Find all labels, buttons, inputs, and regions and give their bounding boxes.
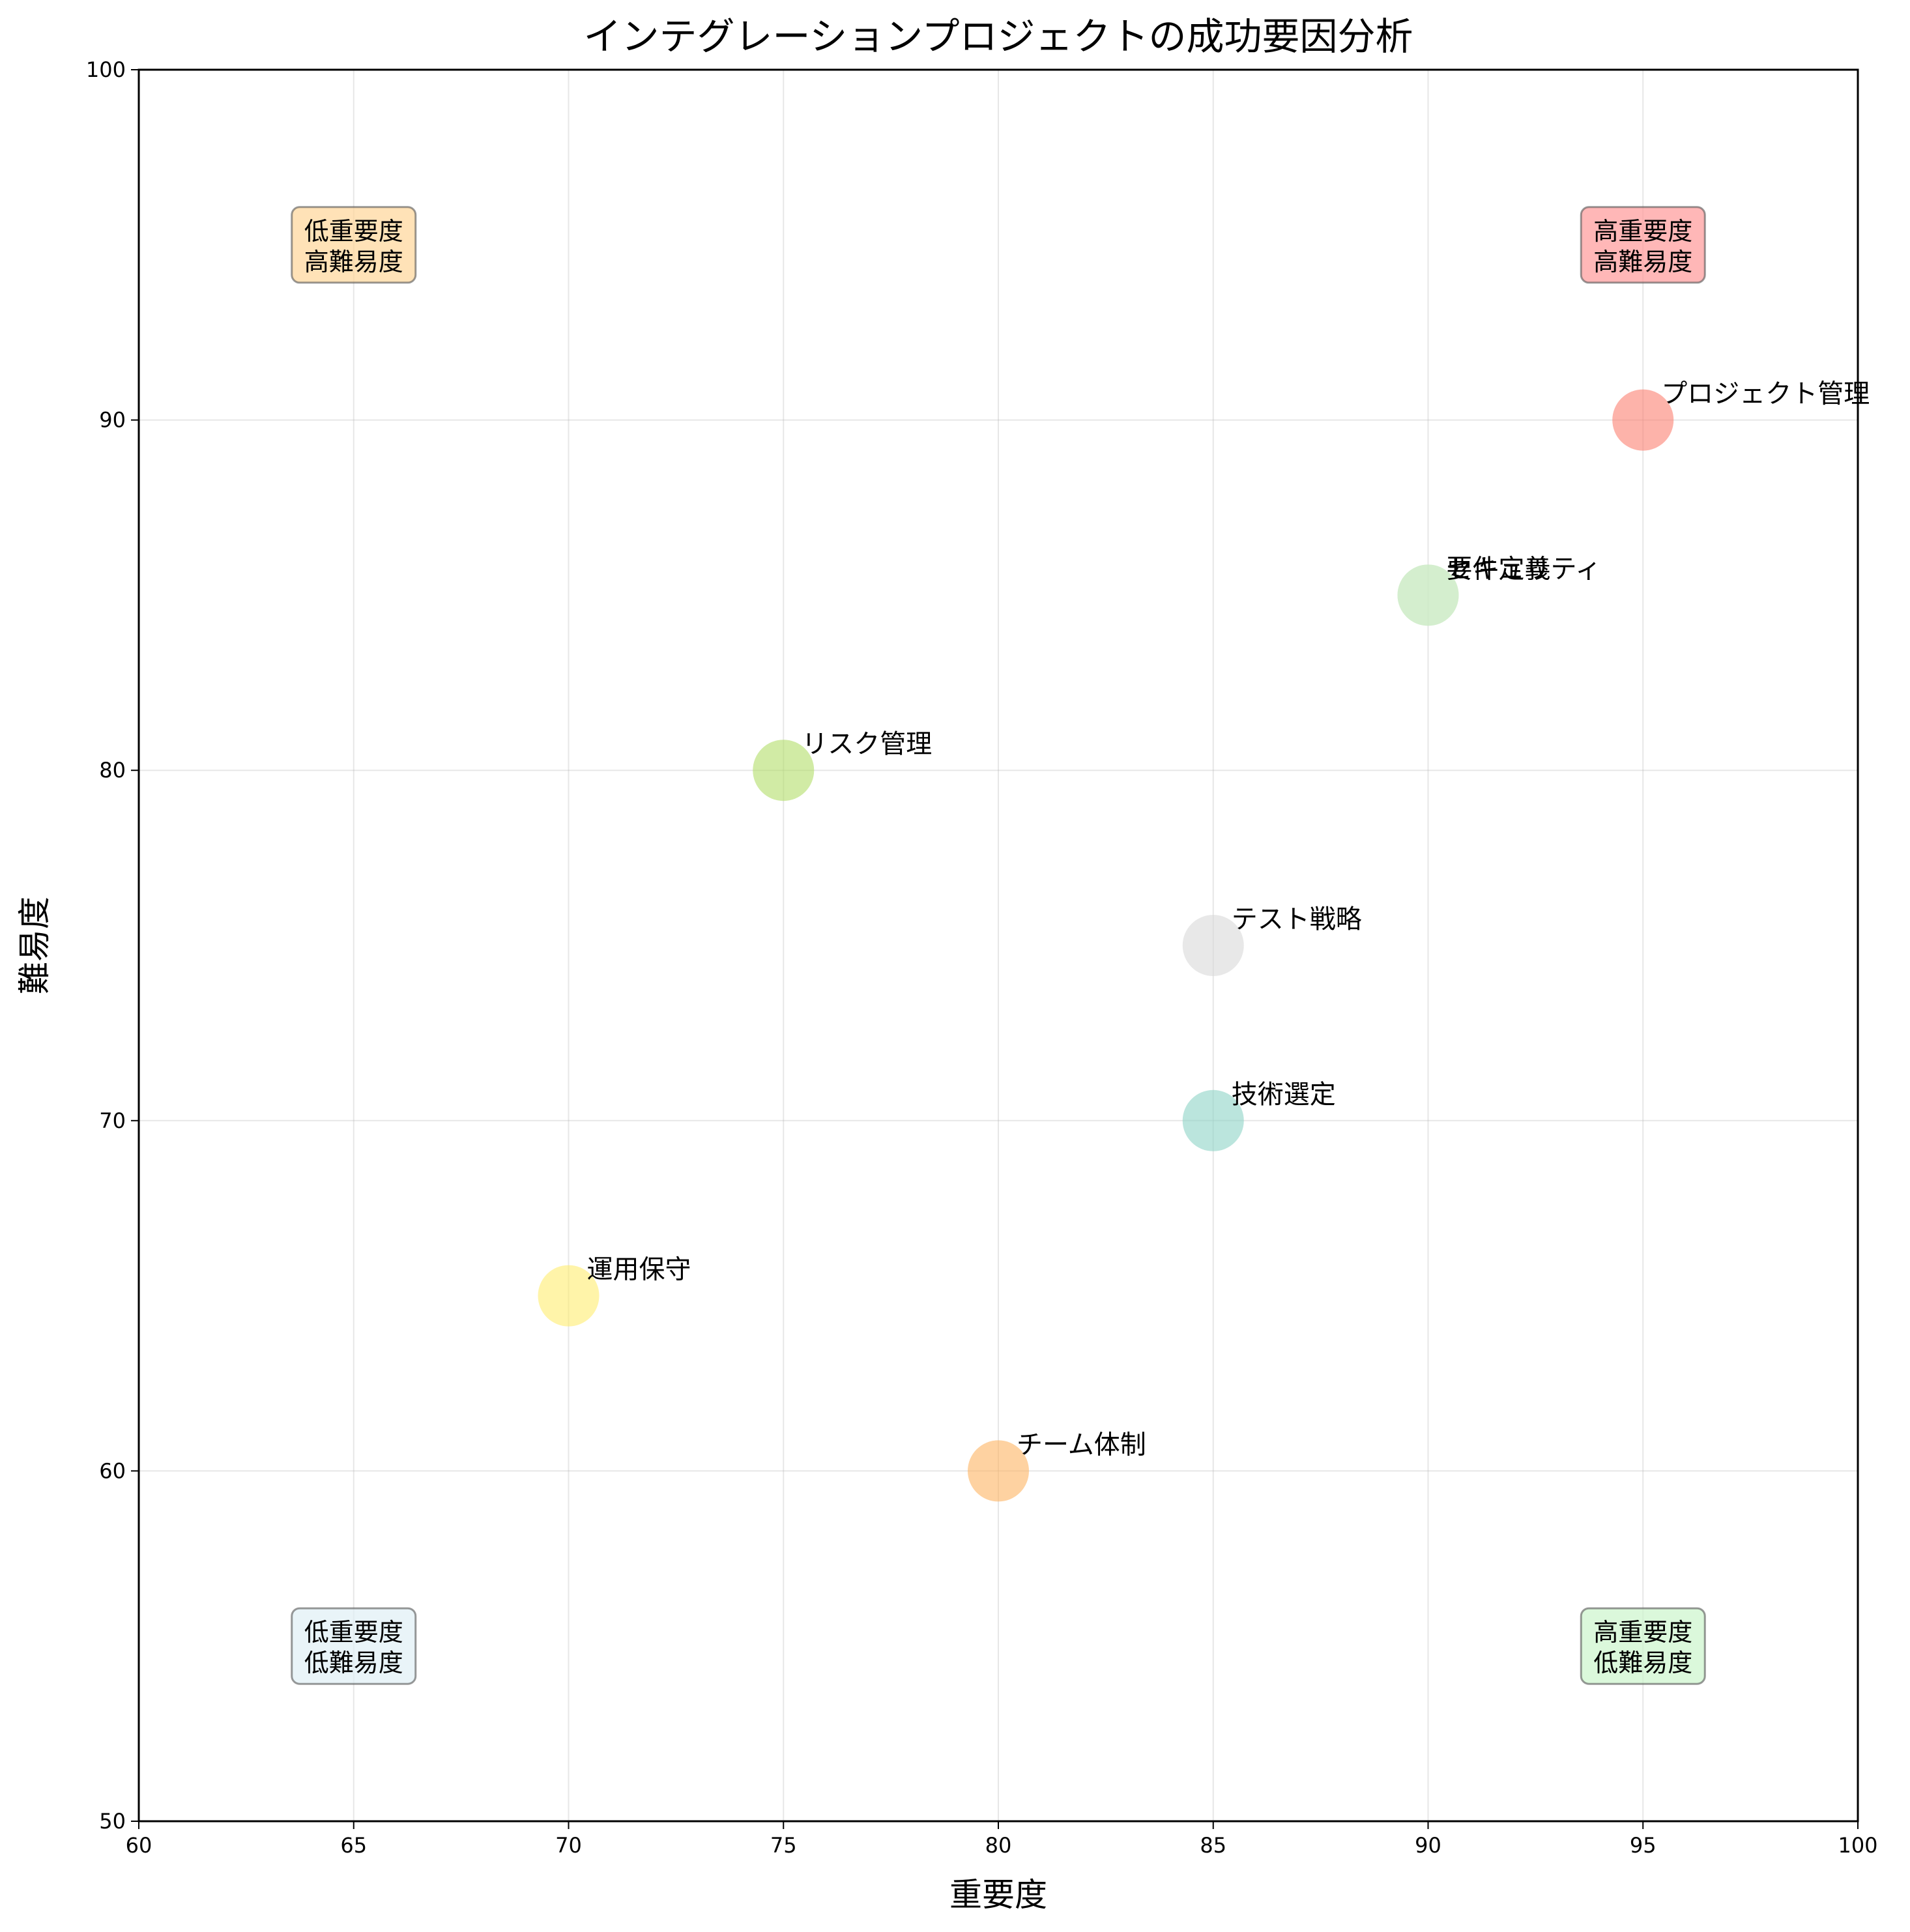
chart-title: インテグレーションプロジェクトの成功要因分析 (583, 14, 1413, 59)
x-tick-label: 100 (1838, 1833, 1877, 1858)
quadrant-label-box (291, 1607, 417, 1685)
x-tick-label: 85 (1200, 1833, 1226, 1858)
quadrant-label-line: 高難易度 (1593, 248, 1692, 276)
x-axis-title: 重要度 (949, 1876, 1047, 1914)
x-tick-label: 80 (985, 1833, 1012, 1858)
quadrant-label-line: 高重要度 (1593, 217, 1692, 246)
y-tick-label: 90 (99, 408, 126, 433)
y-tick-label: 80 (99, 758, 126, 783)
quadrant-label-box (1580, 1607, 1706, 1685)
quadrant-label-text: 低重要度低難易度 (304, 1618, 403, 1677)
y-tick-label: 70 (99, 1108, 126, 1133)
y-tick-label: 100 (86, 57, 126, 82)
data-point (1182, 915, 1244, 976)
data-point-label: リスク管理 (802, 729, 932, 759)
data-point (1612, 389, 1674, 451)
data-point-label: 要件定義 (1447, 554, 1551, 584)
data-point-label: 技術選定 (1232, 1080, 1336, 1110)
y-tick-label: 50 (99, 1809, 126, 1834)
x-tick-label: 90 (1415, 1833, 1441, 1858)
data-point (968, 1440, 1029, 1502)
data-point (538, 1265, 600, 1327)
x-tick-label: 75 (770, 1833, 797, 1858)
data-point (753, 740, 815, 801)
data-point (1397, 564, 1459, 626)
quadrant-label-text: 高重要度高難易度 (1593, 217, 1692, 276)
x-tick-label: 60 (126, 1833, 152, 1858)
data-point-label: テスト戦略 (1232, 904, 1362, 934)
quadrant-label-line: 高難易度 (304, 248, 403, 276)
y-axis-title: 難易度 (16, 897, 53, 994)
quadrant-label-line: 低難易度 (304, 1649, 403, 1677)
data-point-label: 運用保守 (587, 1255, 691, 1285)
x-tick-label: 65 (340, 1833, 367, 1858)
data-points (538, 389, 1674, 1502)
quadrant-label-line: 低難易度 (1593, 1649, 1692, 1677)
quadrant-label-line: 低重要度 (304, 217, 403, 246)
quadrant-label-box (291, 206, 417, 284)
quadrant-label-text: 低重要度高難易度 (304, 217, 403, 276)
data-point-label: セキュリティ (1447, 554, 1602, 584)
data-point (1182, 1089, 1244, 1151)
quadrant-label-text: 高重要度低難易度 (1593, 1618, 1692, 1677)
y-tick-label: 60 (99, 1458, 126, 1483)
data-point-label: チーム体制 (1017, 1430, 1146, 1460)
quadrant-label-box (1580, 206, 1706, 284)
quadrant-label-line: 高重要度 (1593, 1618, 1692, 1647)
data-point-label: プロジェクト管理 (1661, 379, 1870, 409)
quadrant-label-line: 低重要度 (304, 1618, 403, 1647)
x-tick-label: 95 (1630, 1833, 1657, 1858)
x-tick-label: 70 (555, 1833, 582, 1858)
plot-frame (137, 68, 1859, 1823)
